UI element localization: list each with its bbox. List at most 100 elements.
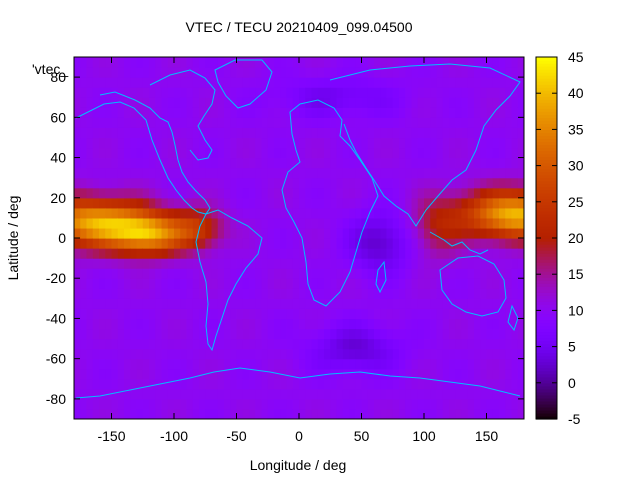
heatmap-cell — [424, 378, 431, 390]
heatmap-cell — [442, 328, 450, 340]
heatmap-cell — [167, 157, 175, 169]
heatmap-cell — [267, 157, 275, 169]
heatmap-cell — [505, 358, 513, 370]
heatmap-cell — [330, 157, 338, 169]
heatmap-cell — [192, 137, 200, 149]
heatmap-cell — [149, 157, 156, 169]
colorbar-swatch — [536, 180, 557, 185]
heatmap-cell — [199, 67, 206, 78]
heatmap-cell — [255, 318, 263, 330]
heatmap-cell — [517, 217, 524, 229]
heatmap-cell — [192, 308, 200, 320]
heatmap-cell — [349, 248, 356, 259]
heatmap-cell — [399, 248, 406, 259]
heatmap-cell — [142, 388, 150, 400]
heatmap-cell — [180, 258, 188, 269]
heatmap-cell — [311, 388, 319, 400]
heatmap-cell — [224, 308, 231, 320]
heatmap-cell — [236, 147, 244, 159]
heatmap-cell — [149, 318, 156, 330]
heatmap-cell — [324, 107, 331, 118]
heatmap-cell — [474, 268, 481, 279]
heatmap-cell — [342, 127, 350, 139]
heatmap-cell — [274, 137, 281, 149]
colorbar-swatch — [536, 144, 557, 149]
heatmap-cell — [99, 137, 106, 149]
heatmap-cell — [292, 378, 300, 390]
heatmap-cell — [280, 87, 288, 98]
heatmap-cell — [392, 398, 400, 410]
heatmap-cell — [92, 177, 100, 189]
heatmap-cell — [317, 67, 325, 78]
heatmap-cell — [305, 167, 313, 179]
heatmap-cell — [311, 217, 319, 229]
heatmap-cell — [386, 97, 394, 108]
heatmap-cell — [292, 187, 300, 199]
heatmap-cell — [449, 77, 456, 88]
heatmap-cell — [367, 117, 375, 128]
heatmap-cell — [517, 227, 524, 239]
heatmap-cell — [124, 117, 131, 128]
heatmap-cell — [499, 207, 506, 219]
heatmap-cell — [105, 167, 113, 179]
colorbar-swatch — [536, 174, 557, 179]
heatmap-cell — [130, 217, 138, 229]
heatmap-cell — [386, 157, 394, 169]
heatmap-cell — [192, 227, 200, 239]
heatmap-cell — [155, 238, 163, 249]
heatmap-cell — [499, 217, 506, 229]
heatmap-cell — [136, 388, 144, 400]
heatmap-cell — [286, 117, 294, 128]
heatmap-cell — [349, 157, 356, 169]
heatmap-cell — [167, 348, 175, 360]
heatmap-cell — [424, 217, 431, 229]
heatmap-cell — [330, 77, 338, 88]
heatmap-cell — [399, 298, 406, 309]
heatmap-cell — [80, 57, 88, 68]
heatmap-cell — [317, 217, 325, 229]
heatmap-cell — [399, 398, 406, 410]
heatmap-cell — [74, 137, 81, 149]
heatmap-cell — [311, 288, 319, 299]
heatmap-cell — [442, 368, 450, 380]
heatmap-cell — [161, 157, 169, 169]
heatmap-cell — [280, 147, 288, 159]
heatmap-cell — [411, 197, 419, 209]
heatmap-cell — [242, 248, 250, 259]
heatmap-cell — [130, 328, 138, 340]
heatmap-cell — [111, 217, 119, 229]
heatmap-cell — [386, 298, 394, 309]
heatmap-cell — [380, 348, 388, 360]
heatmap-cell — [355, 137, 363, 149]
heatmap-cell — [124, 197, 131, 209]
heatmap-cell — [80, 398, 88, 410]
heatmap-cell — [255, 157, 263, 169]
heatmap-cell — [74, 348, 81, 360]
heatmap-cell — [199, 87, 206, 98]
heatmap-cell — [330, 127, 338, 139]
heatmap-cell — [480, 308, 488, 320]
heatmap-cell — [411, 278, 419, 289]
heatmap-cell — [186, 167, 194, 179]
heatmap-cell — [217, 57, 225, 68]
heatmap-cell — [392, 137, 400, 149]
heatmap-cell — [505, 227, 513, 239]
heatmap-cell — [99, 408, 106, 419]
heatmap-cell — [242, 67, 250, 78]
colorbar-swatch — [536, 343, 557, 348]
heatmap-cell — [486, 398, 494, 410]
heatmap-cell — [424, 348, 431, 360]
heatmap-cell — [186, 298, 194, 309]
heatmap-cell — [305, 107, 313, 118]
heatmap-cell — [142, 127, 150, 139]
heatmap-cell — [105, 238, 113, 249]
heatmap-cell — [430, 127, 438, 139]
heatmap-cell — [186, 388, 194, 400]
heatmap-cell — [392, 217, 400, 229]
heatmap-cell — [342, 77, 350, 88]
heatmap-cell — [505, 107, 513, 118]
colorbar-gradient — [536, 57, 557, 420]
heatmap-cell — [392, 177, 400, 189]
heatmap-cell — [211, 57, 219, 68]
colorbar-swatch — [536, 361, 557, 366]
